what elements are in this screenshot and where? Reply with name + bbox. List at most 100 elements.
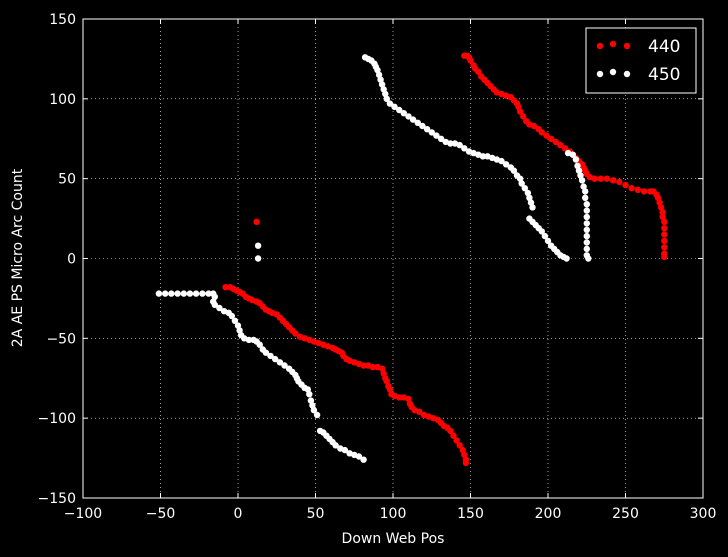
data-point: [603, 175, 611, 182]
data-point: [272, 355, 279, 363]
data-point: [405, 113, 412, 120]
data-point: [256, 341, 263, 348]
data-point: [518, 180, 525, 187]
y-tick-label: 150: [49, 12, 76, 28]
data-point: [578, 177, 586, 184]
data-point: [162, 290, 169, 297]
data-point: [414, 119, 421, 127]
data-point: [180, 290, 187, 297]
x-tick-labels: −100 −50 0 50 100 150 200 250 300: [64, 506, 717, 522]
data-point: [375, 71, 383, 79]
data-point: [510, 167, 518, 174]
y-tick-label: −100: [38, 411, 76, 427]
data-point: [479, 153, 487, 160]
data-point: [461, 451, 468, 459]
data-point: [541, 232, 549, 240]
data-point: [386, 100, 394, 107]
data-point: [281, 362, 288, 369]
series-440: [222, 52, 668, 467]
x-tick-label: 300: [690, 506, 717, 522]
data-point: [428, 129, 435, 136]
data-point: [661, 237, 668, 245]
data-point: [563, 255, 570, 262]
data-point: [186, 290, 194, 297]
y-tick-label: 100: [49, 92, 76, 108]
data-point: [661, 218, 668, 225]
data-point: [369, 363, 377, 371]
data-point: [622, 181, 629, 189]
data-point: [234, 322, 242, 329]
data-point: [583, 226, 590, 233]
data-point: [174, 290, 181, 297]
plot-frame: [82, 18, 704, 499]
legend-label: 440: [648, 37, 680, 57]
legend-marker: [609, 68, 617, 76]
data-point: [582, 188, 589, 195]
data-point: [634, 186, 642, 193]
data-point: [383, 95, 390, 103]
data-point: [530, 122, 538, 130]
data-points: [155, 52, 668, 467]
data-point: [400, 110, 407, 117]
data-point: [383, 378, 390, 385]
data-point: [659, 213, 666, 221]
data-point: [419, 122, 426, 130]
x-tick-label: 200: [535, 506, 562, 522]
x-tick-label: 250: [612, 506, 639, 522]
x-tick-label: 150: [457, 506, 484, 522]
data-point: [654, 194, 662, 201]
data-point: [609, 177, 617, 184]
data-point: [538, 129, 545, 136]
data-point: [253, 218, 260, 225]
data-point: [527, 199, 535, 206]
data-point: [377, 76, 384, 83]
data-point: [216, 304, 223, 312]
data-point: [437, 135, 445, 142]
data-point: [423, 126, 431, 133]
legend-marker: [596, 42, 604, 50]
x-tick-label: −100: [64, 506, 102, 522]
y-tick-label: −50: [46, 331, 76, 347]
data-point: [292, 330, 299, 337]
data-point: [360, 456, 367, 463]
data-point: [386, 386, 394, 393]
data-point: [516, 108, 524, 115]
legend-label: 450: [648, 65, 680, 85]
data-point: [640, 188, 648, 195]
x-tick-label: −50: [146, 506, 176, 522]
data-point: [378, 365, 386, 372]
data-point: [572, 156, 580, 163]
legend-marker: [596, 70, 604, 78]
data-point: [557, 141, 564, 149]
data-point: [306, 391, 313, 398]
data-point: [310, 407, 318, 414]
legend-entry-440: 440: [596, 37, 680, 57]
data-point: [583, 232, 590, 240]
data-point: [656, 199, 663, 206]
data-point: [254, 242, 262, 249]
data-point: [205, 290, 212, 297]
data-point: [552, 138, 559, 146]
data-point: [304, 386, 311, 393]
data-point: [583, 213, 590, 221]
data-point: [616, 178, 623, 186]
data-point: [544, 237, 552, 245]
data-point: [396, 394, 403, 401]
data-point: [475, 68, 482, 75]
legend-marker: [623, 42, 631, 50]
data-point: [597, 175, 604, 182]
data-point: [307, 397, 315, 404]
data-point: [409, 116, 417, 123]
data-point: [405, 395, 412, 403]
data-point: [661, 231, 668, 238]
data-point: [628, 185, 635, 192]
data-point: [543, 132, 550, 139]
data-point: [222, 284, 229, 291]
data-point: [529, 204, 536, 211]
data-point: [574, 162, 581, 170]
data-point: [453, 437, 460, 444]
data-point: [450, 432, 457, 439]
x-tick-label: 0: [234, 506, 243, 522]
x-axis-label: Down Web Pos: [342, 531, 445, 547]
data-point: [538, 228, 545, 235]
